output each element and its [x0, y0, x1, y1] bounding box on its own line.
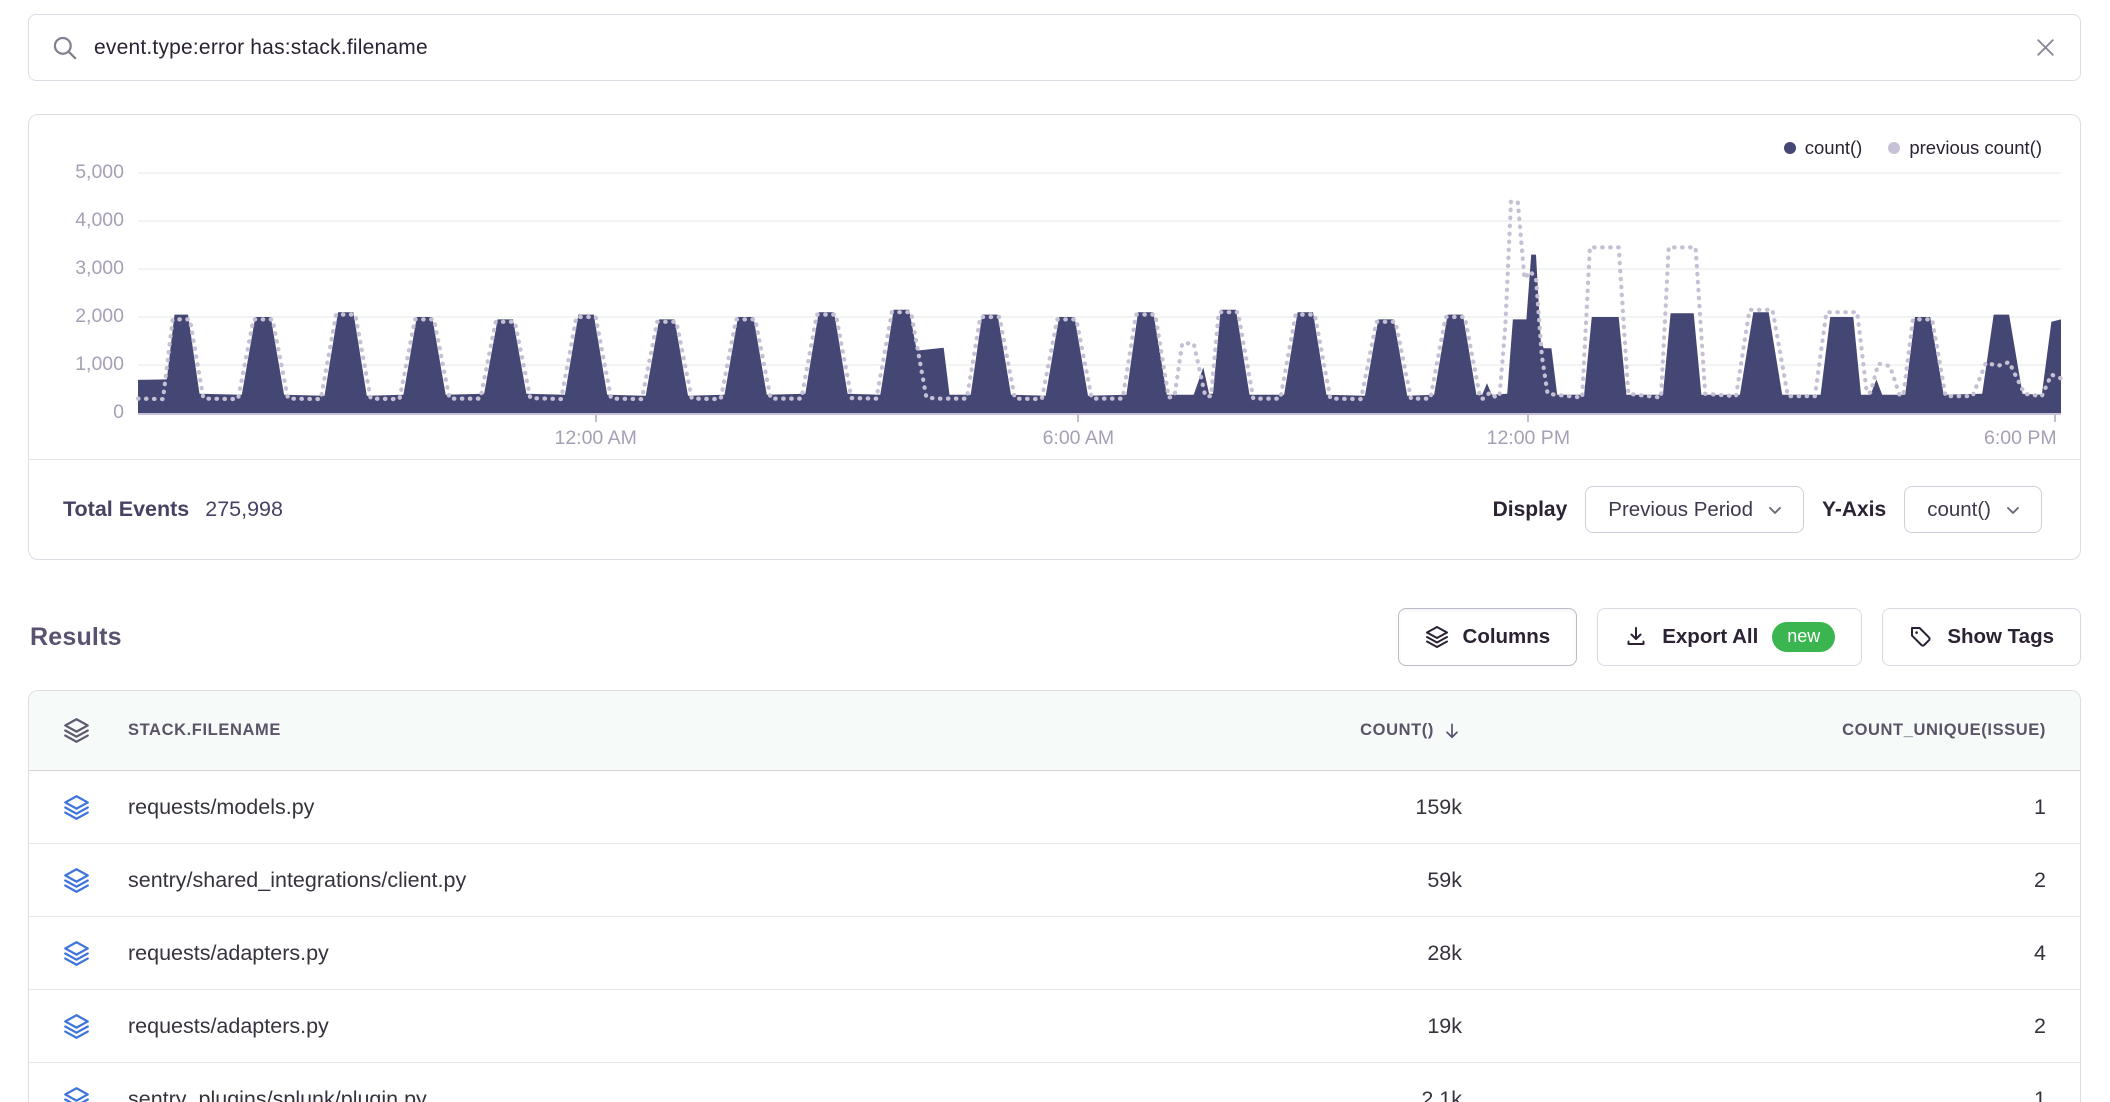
x-axis-tick-label: 12:00 AM: [554, 427, 637, 449]
count-unique-issue-value: 4: [2034, 940, 2046, 965]
total-events-value: 275,998: [205, 497, 283, 521]
chart-footer: Total Events 275,998 Display Previous Pe…: [29, 459, 2080, 559]
legend-item-previous-count[interactable]: previous count(): [1888, 137, 2042, 159]
table-row: requests/adapters.py 19k 2: [29, 990, 2080, 1063]
table-header-row: STACK.FILENAME COUNT() COUNT_UNIQUE(ISSU…: [29, 691, 2080, 771]
chart-legend: count() previous count(): [1783, 137, 2042, 159]
results-header: Results Columns Export All new Show Tags: [30, 608, 2081, 666]
results-heading: Results: [30, 622, 122, 651]
y-axis-tick-label: 2,000: [75, 305, 124, 327]
column-header-label: COUNT(): [1360, 721, 1434, 739]
show-tags-button[interactable]: Show Tags: [1882, 608, 2081, 666]
legend-label-previous-count: previous count(): [1909, 137, 2042, 158]
layers-icon: [1425, 625, 1449, 649]
count-value: 28k: [1427, 940, 1462, 965]
layers-icon[interactable]: [63, 1013, 90, 1040]
x-axis-tick-label: 6:00 PM: [1984, 427, 2057, 449]
stack-filename-value: requests/models.py: [128, 794, 315, 819]
column-header-label: COUNT_UNIQUE(ISSUE): [1842, 721, 2046, 739]
y-axis-tick-label: 1,000: [75, 353, 124, 375]
events-chart-panel: count() previous count() 0 1,000 2,000 3,00…: [28, 114, 2081, 560]
y-axis-tick-label: 0: [113, 401, 124, 423]
legend-item-count[interactable]: count(): [1783, 137, 1863, 159]
column-header-label: STACK.FILENAME: [128, 721, 281, 739]
layers-icon[interactable]: [63, 867, 90, 894]
chart-controls: Display Previous Period Y-Axis count(): [1493, 486, 2042, 533]
results-table: STACK.FILENAME COUNT() COUNT_UNIQUE(ISSU…: [28, 690, 2081, 1102]
stack-filename-cell: requests/adapters.py: [29, 940, 1132, 967]
download-icon: [1624, 625, 1648, 649]
x-axis-tick: [594, 415, 597, 422]
count-unique-issue-value: 2: [2034, 867, 2046, 892]
x-axis-tick: [1527, 415, 1530, 422]
display-select[interactable]: Previous Period: [1585, 486, 1804, 533]
stack-filename-cell: requests/adapters.py: [29, 1013, 1132, 1040]
layers-icon[interactable]: [63, 1086, 90, 1102]
y-axis-select-value: count(): [1927, 497, 1991, 521]
layers-icon: [63, 717, 90, 744]
legend-label-count: count(): [1804, 137, 1863, 158]
search-icon: [51, 34, 78, 61]
count-unique-issue-value: 1: [2034, 794, 2046, 819]
layers-icon[interactable]: [63, 794, 90, 821]
count-value: 59k: [1427, 867, 1462, 892]
column-header-count[interactable]: COUNT(): [1132, 721, 1462, 741]
x-axis-tick: [2054, 415, 2057, 422]
count-series-dot: [1783, 142, 1796, 154]
layers-icon[interactable]: [63, 940, 90, 967]
x-axis-tick: [1077, 415, 1080, 422]
count-unique-issue-value: 1: [2034, 1086, 2046, 1102]
tag-icon: [1909, 625, 1933, 649]
count-value: 19k: [1427, 1013, 1462, 1038]
table-row: sentry/shared_integrations/client.py 59k 2: [29, 844, 2080, 917]
y-axis-label: Y-Axis: [1821, 497, 1887, 521]
chart-x-axis-line: [138, 413, 2061, 415]
sort-desc-arrow-icon: [1442, 721, 1462, 741]
y-axis-tick-label: 3,000: [75, 257, 124, 279]
columns-button[interactable]: Columns: [1397, 608, 1578, 666]
chevron-down-icon: [1765, 500, 1785, 520]
stack-filename-cell: sentry/shared_integrations/client.py: [29, 867, 1132, 894]
count-value: 2.1k: [1421, 1086, 1462, 1102]
y-axis-select[interactable]: count(): [1904, 486, 2042, 533]
stack-filename-cell: requests/models.py: [29, 794, 1132, 821]
show-tags-button-label: Show Tags: [1947, 625, 2054, 648]
count-unique-issue-value: 2: [2034, 1013, 2046, 1038]
new-badge: new: [1772, 622, 1836, 652]
table-row: sentry_plugins/splunk/plugin.py 2.1k 1: [29, 1063, 2080, 1102]
stack-filename-value: requests/adapters.py: [128, 1013, 329, 1038]
events-area-chart: [135, 166, 2064, 413]
table-row: requests/models.py 159k 1: [29, 771, 2080, 844]
y-axis-tick-label: 4,000: [75, 209, 124, 231]
clear-search-icon[interactable]: [2033, 35, 2058, 60]
count-value: 159k: [1415, 794, 1462, 819]
display-label: Display: [1492, 497, 1568, 521]
previous-count-series-dot: [1888, 142, 1901, 154]
display-select-value: Previous Period: [1608, 497, 1753, 521]
table-body: requests/models.py 159k 1 sentry/shared_int…: [29, 771, 2080, 1102]
export-all-button[interactable]: Export All new: [1597, 608, 1863, 666]
total-events: Total Events 275,998: [63, 497, 283, 522]
y-axis-tick-label: 5,000: [75, 161, 124, 183]
stack-filename-value: sentry/shared_integrations/client.py: [128, 867, 467, 892]
stack-filename-cell: sentry_plugins/splunk/plugin.py: [29, 1086, 1132, 1102]
stack-filename-value: sentry_plugins/splunk/plugin.py: [128, 1086, 427, 1102]
column-header-stack-filename[interactable]: STACK.FILENAME: [29, 717, 1132, 744]
search-bar[interactable]: event.type:error has:stack.filename: [28, 14, 2081, 81]
search-input[interactable]: event.type:error has:stack.filename: [94, 35, 428, 59]
x-axis-tick-label: 12:00 PM: [1486, 427, 1571, 449]
results-actions: Columns Export All new Show Tags: [1397, 608, 2081, 666]
stack-filename-value: requests/adapters.py: [128, 940, 329, 965]
table-row: requests/adapters.py 28k 4: [29, 917, 2080, 990]
x-axis-tick-label: 6:00 AM: [1042, 427, 1115, 449]
columns-button-label: Columns: [1462, 625, 1551, 648]
chevron-down-icon: [2003, 500, 2023, 520]
total-events-label: Total Events: [63, 497, 190, 521]
export-all-button-label: Export All: [1662, 625, 1759, 648]
column-header-count-unique-issue[interactable]: COUNT_UNIQUE(ISSUE): [1462, 721, 2080, 740]
